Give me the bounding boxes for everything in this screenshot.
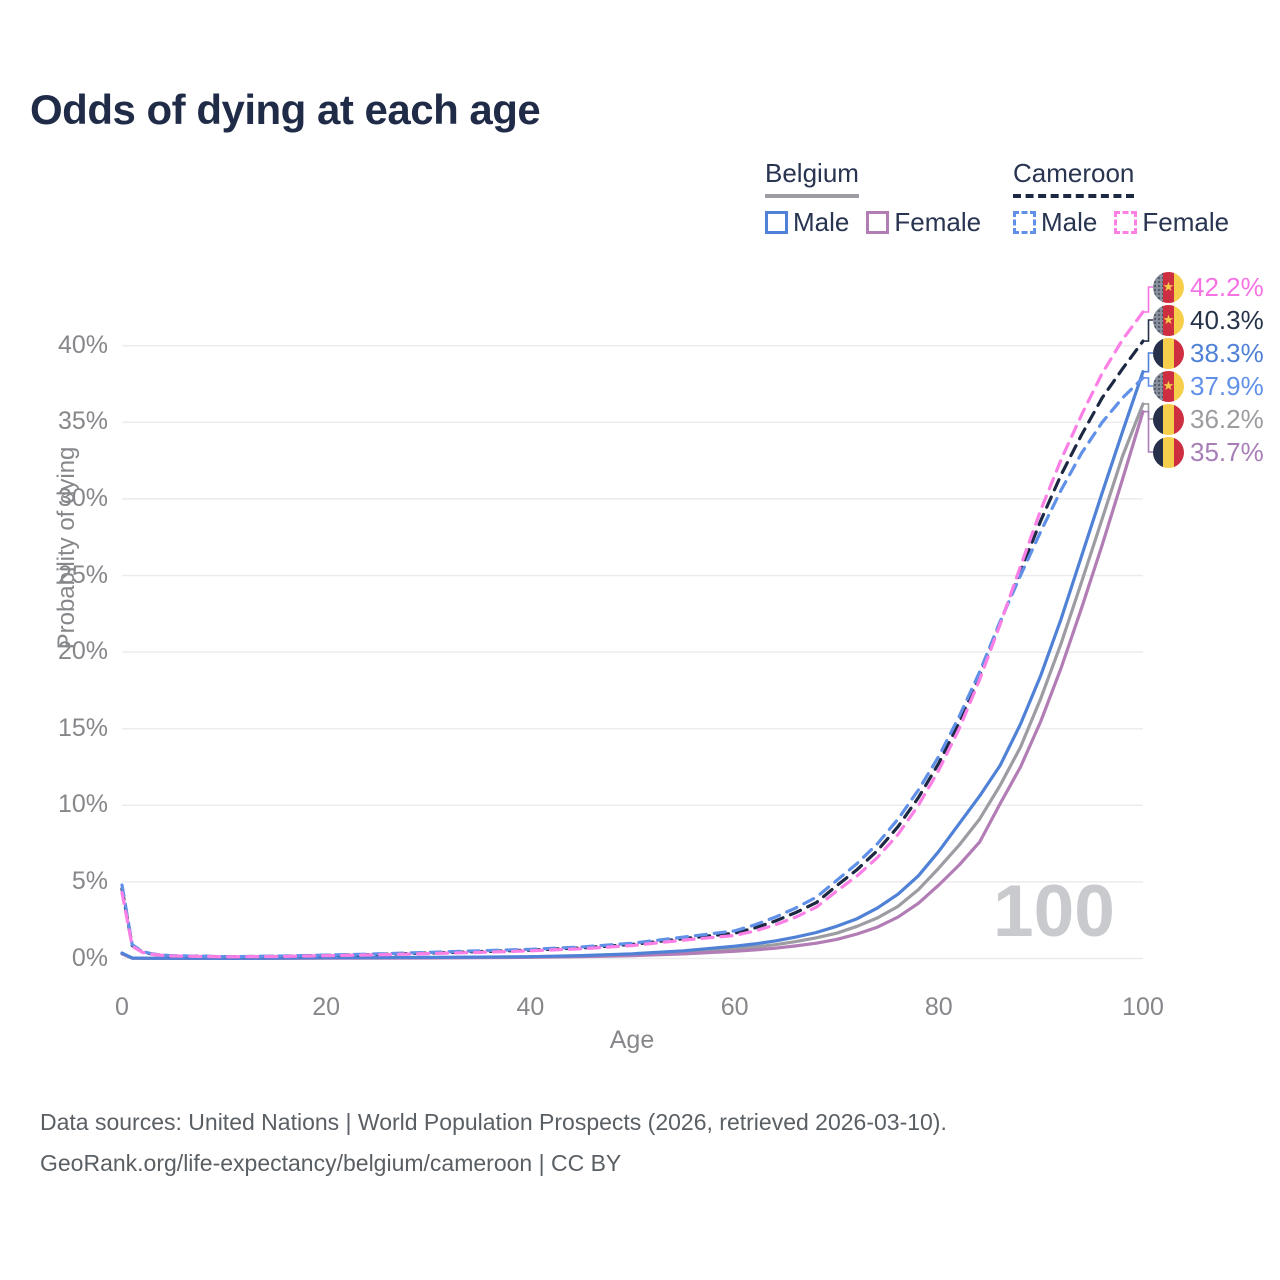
- x-tick-label: 40: [516, 993, 545, 1021]
- legend-item-belgium-female[interactable]: Female: [866, 207, 981, 238]
- flag-icon-cameroon: ★: [1153, 370, 1184, 402]
- legend-group-cameroon: Cameroon Male Female: [1013, 158, 1246, 238]
- series-line-belgium: [120, 402, 1145, 960]
- legend-country-cameroon[interactable]: Cameroon: [1013, 158, 1135, 198]
- end-label-row-cameroon: ★ 40.3%: [1153, 304, 1264, 336]
- cameroon-male-swatch-icon[interactable]: [1013, 211, 1036, 234]
- star-icon: ★: [1162, 311, 1175, 327]
- y-tick-label: 30%: [57, 483, 108, 512]
- flag-icon-belgium: [1153, 403, 1184, 435]
- legend-item-belgium-male[interactable]: Male: [765, 207, 849, 238]
- x-tick-label: 0: [115, 993, 129, 1021]
- y-axis-title: Probability of dying: [53, 446, 80, 650]
- legend-label[interactable]: Male: [1041, 207, 1098, 237]
- legend-label[interactable]: Female: [894, 207, 982, 237]
- end-value-label: 38.3%: [1190, 337, 1264, 368]
- legend-item-cameroon-female[interactable]: Female: [1114, 207, 1229, 238]
- flag-icon-cameroon: ★: [1153, 271, 1184, 303]
- y-tick-label: 15%: [57, 713, 108, 742]
- y-tick-label: 10%: [57, 790, 108, 819]
- footer: Data sources: United Nations | World Pop…: [40, 1102, 947, 1184]
- page-title: Odds of dying at each age: [30, 86, 541, 133]
- x-tick-label: 80: [924, 993, 953, 1021]
- end-label-row-cameroon-female: ★ 42.2%: [1153, 271, 1264, 303]
- footer-attribution: GeoRank.org/life-expectancy/belgium/came…: [40, 1150, 622, 1176]
- y-tick-label: 20%: [57, 637, 108, 666]
- legend-country-belgium[interactable]: Belgium: [765, 158, 859, 198]
- legend-items-belgium: Male Female: [765, 207, 998, 238]
- age-watermark: 100: [993, 871, 1115, 952]
- end-label-connector: [1144, 410, 1153, 453]
- star-icon: ★: [1162, 377, 1175, 393]
- series-line-belgium-male: [120, 370, 1145, 960]
- end-label-row-belgium: 36.2%: [1153, 403, 1264, 435]
- end-label-connector: [1144, 352, 1153, 373]
- end-value-label: 35.7%: [1190, 436, 1264, 467]
- legend-label[interactable]: Male: [793, 207, 850, 237]
- legend-label[interactable]: Female: [1142, 207, 1230, 237]
- y-tick-label: 25%: [57, 560, 108, 589]
- end-label-row-cameroon-male: ★ 37.9%: [1153, 370, 1264, 402]
- star-icon: ★: [1162, 278, 1175, 294]
- belgium-female-swatch-icon[interactable]: [866, 211, 890, 234]
- legend-item-cameroon-male[interactable]: Male: [1013, 207, 1097, 238]
- legend-group-belgium: Belgium Male Female: [765, 158, 998, 238]
- flag-icon-cameroon: ★: [1153, 304, 1184, 336]
- end-value-label: 37.9%: [1190, 370, 1264, 401]
- end-label-connector: [1144, 286, 1153, 313]
- flag-icon-belgium: [1153, 436, 1184, 468]
- series-line-cameroon-female: [120, 310, 1145, 959]
- end-value-label: 42.2%: [1190, 271, 1264, 302]
- legend-items-cameroon: Male Female: [1013, 207, 1246, 238]
- end-value-label: 36.2%: [1190, 403, 1264, 434]
- x-axis-title: Age: [609, 1026, 655, 1054]
- series-line-cameroon-male: [120, 376, 1145, 959]
- y-tick-label: 0%: [71, 943, 108, 972]
- footer-data-sources: Data sources: United Nations | World Pop…: [40, 1109, 947, 1135]
- belgium-male-swatch-icon[interactable]: [765, 211, 788, 234]
- end-value-label: 40.3%: [1190, 304, 1264, 335]
- series-line-belgium-female: [120, 410, 1145, 960]
- y-tick-label: 5%: [71, 866, 108, 895]
- cameroon-female-swatch-icon[interactable]: [1114, 211, 1138, 234]
- x-tick-label: 100: [1122, 993, 1164, 1021]
- x-tick-label: 20: [312, 993, 341, 1021]
- end-label-row-belgium-male: 38.3%: [1153, 337, 1264, 369]
- y-tick-label: 40%: [57, 330, 108, 359]
- end-label-connector: [1144, 377, 1153, 387]
- flag-icon-belgium: [1153, 337, 1184, 369]
- x-tick-label: 60: [720, 993, 749, 1021]
- end-label-connector: [1144, 319, 1153, 342]
- end-label-row-belgium-female: 35.7%: [1153, 436, 1264, 468]
- y-tick-label: 35%: [57, 407, 108, 436]
